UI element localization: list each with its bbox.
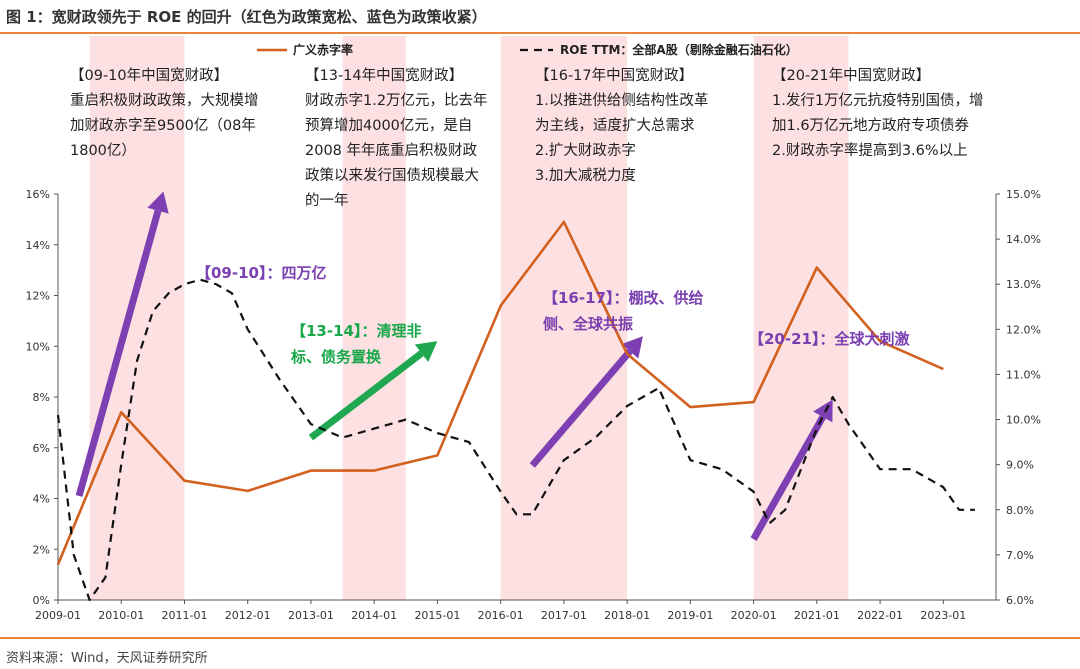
x-tick-label: 2015-01 [414, 609, 460, 622]
trend-arrow-shaft [750, 415, 826, 541]
legend-label-deficit-rate: 广义赤字率 [293, 42, 353, 57]
shaded-period [89, 36, 185, 600]
source-note: 资料来源：Wind，天风证券研究所 [6, 651, 208, 666]
period-label-16-17: 【16-17】：棚改、供给 侧、全球共振 [543, 285, 703, 337]
note-line: 【13-14年中国宽财政】 [305, 68, 464, 84]
shaded-period [500, 36, 628, 600]
trend-arrow-shaft [75, 209, 162, 497]
shaded-periods [89, 36, 849, 600]
y-right-tick-label: 9.0% [1006, 459, 1034, 472]
note-line: 重启积极财政政策，大规模增 [70, 93, 259, 109]
period-label-line: 【16-17】：棚改、供给 [543, 289, 704, 307]
trend-arrow-shaft [308, 350, 424, 441]
y-right-tick-label: 12.0% [1006, 323, 1041, 336]
note-line: 2008 年年底重启积极财政 [305, 143, 478, 159]
note-16-17: 【16-17年中国宽财政】 1.以推进供给侧结构性改革 为主线，适度扩大总需求 … [535, 64, 708, 189]
x-tick-label: 2021-01 [794, 609, 840, 622]
arrows [75, 191, 833, 541]
note-line: 3.加大减税力度 [535, 168, 636, 184]
y-right-tick-label: 7.0% [1006, 549, 1034, 562]
x-tick-label: 2009-01 [35, 609, 81, 622]
x-tick-label: 2014-01 [351, 609, 397, 622]
note-line: 政策以来发行国债规模最大 [305, 168, 479, 184]
title-rule [0, 32, 1080, 34]
y-left-tick-label: 4% [33, 493, 50, 506]
note-line: 加财政赤字至9500亿（08年 [70, 118, 256, 134]
period-label-09-10: 【09-10】：四万亿 [196, 264, 327, 282]
y-left-tick-label: 0% [33, 594, 50, 607]
y-right-tick-label: 10.0% [1006, 414, 1041, 427]
x-tick-label: 2011-01 [161, 609, 207, 622]
trend-arrow-head [621, 336, 643, 359]
y-left-tick-label: 2% [33, 543, 50, 556]
trend-arrow-shaft [529, 349, 633, 468]
series-lines [56, 220, 975, 602]
note-line: 【20-21年中国宽财政】 [772, 68, 931, 84]
x-tick-label: 2023-01 [920, 609, 966, 622]
legend: 广义赤字率 ROE TTM：全部A股（剔除金融石油石化） [257, 42, 798, 57]
period-label-20-21: 【20-21】：全球大刺激 [749, 330, 910, 348]
y-right-tick-label: 8.0% [1006, 504, 1034, 517]
x-tick-label: 2017-01 [541, 609, 587, 622]
y-left-tick-label: 14% [26, 239, 50, 252]
figure-title: 图 1：宽财政领先于 ROE 的回升（红色为政策宽松、蓝色为政策收紧） [6, 8, 487, 26]
y-right-tick-label: 6.0% [1006, 594, 1034, 607]
x-tick-label: 2020-01 [731, 609, 777, 622]
legend-label-roe-ttm: ROE TTM：全部A股（剔除金融石油石化） [560, 42, 798, 57]
note-line: 加1.6万亿元地方政府专项债券 [772, 118, 970, 134]
note-line: 1.以推进供给侧结构性改革 [535, 93, 709, 109]
series-line-roe-ttm [56, 278, 975, 602]
y-left-tick-label: 8% [33, 391, 50, 404]
period-label-line: 标、债务置换 [291, 348, 382, 366]
series-line-deficit-rate [56, 220, 944, 565]
axes: 0% 2% 4% 6% 8% 10% 12% 14% 16% 6.0% 7.0% 8.0% 9.0% 10… [26, 188, 1041, 622]
x-tick-label: 2018-01 [604, 609, 650, 622]
trend-arrow-head [147, 191, 169, 214]
note-13-14: 【13-14年中国宽财政】 财政赤字1.2万亿元，比去年 预算增加4000亿元，… [305, 64, 488, 214]
note-line: 2.财政赤字率提高到3.6%以上 [772, 143, 968, 159]
note-line: 的一年 [305, 193, 349, 209]
y-right-tick-label: 11.0% [1006, 368, 1041, 381]
note-line: 1800亿） [70, 143, 136, 159]
shaded-period [342, 36, 406, 600]
x-tick-label: 2022-01 [857, 609, 903, 622]
trend-arrow-head [414, 341, 438, 363]
y-left-tick-label: 10% [26, 340, 50, 353]
note-line: 2.扩大财政赤字 [535, 143, 636, 159]
y-left-tick-label: 6% [33, 442, 50, 455]
y-left-tick-label: 16% [26, 188, 50, 201]
note-line: 预算增加4000亿元，是自 [305, 118, 473, 134]
y-right-tick-label: 15.0% [1006, 188, 1041, 201]
period-label-line: 【13-14】：清理非 [291, 322, 422, 340]
y-left-tick-label: 12% [26, 290, 50, 303]
y-right-tick-label: 14.0% [1006, 233, 1041, 246]
footer-rule [0, 637, 1080, 639]
x-tick-label: 2010-01 [98, 609, 144, 622]
x-tick-label: 2019-01 [667, 609, 713, 622]
period-label-line: 侧、全球共振 [543, 315, 634, 333]
x-tick-label: 2013-01 [288, 609, 334, 622]
note-20-21: 【20-21年中国宽财政】 1.发行1万亿元抗疫特别国债，增 加1.6万亿元地方… [772, 64, 984, 164]
note-line: 【16-17年中国宽财政】 [535, 68, 694, 84]
note-line: 1.发行1万亿元抗疫特别国债，增 [772, 93, 984, 109]
x-tick-label: 2016-01 [478, 609, 524, 622]
note-line: 【09-10年中国宽财政】 [70, 68, 229, 84]
note-09-10: 【09-10年中国宽财政】 重启积极财政政策，大规模增 加财政赤字至9500亿（… [70, 64, 259, 164]
x-tick-label: 2012-01 [225, 609, 271, 622]
period-label-13-14: 【13-14】：清理非 标、债务置换 [291, 318, 421, 370]
y-right-tick-label: 13.0% [1006, 278, 1041, 291]
note-line: 为主线，适度扩大总需求 [535, 118, 695, 134]
note-line: 财政赤字1.2万亿元，比去年 [305, 93, 488, 109]
